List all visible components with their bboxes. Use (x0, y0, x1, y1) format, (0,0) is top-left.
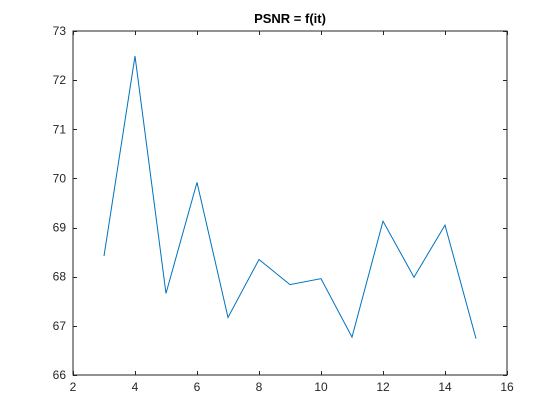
y-tick-label: 69 (53, 221, 67, 235)
y-tick-label: 66 (53, 368, 67, 382)
x-tick-label: 10 (314, 380, 328, 394)
x-tick-label: 2 (70, 380, 77, 394)
y-tick-label: 72 (53, 73, 67, 87)
chart-title: PSNR = f(it) (254, 11, 326, 26)
y-tick-label: 67 (53, 319, 67, 333)
x-tick-label: 14 (438, 380, 452, 394)
axes-layer (72, 30, 508, 376)
x-tick-label: 6 (194, 380, 201, 394)
x-tick-label: 4 (132, 380, 139, 394)
series-layer (103, 55, 477, 339)
x-tick-label: 8 (256, 380, 263, 394)
y-tick-label: 70 (53, 171, 67, 185)
x-tick-label: 16 (500, 380, 514, 394)
y-tick-label: 68 (53, 270, 67, 284)
x-tick-label: 12 (376, 380, 390, 394)
y-tick-label: 71 (53, 122, 67, 136)
series-line (103, 55, 477, 339)
axes-box (72, 30, 508, 376)
plot-background (73, 31, 507, 375)
y-tick-label: 73 (53, 24, 67, 38)
